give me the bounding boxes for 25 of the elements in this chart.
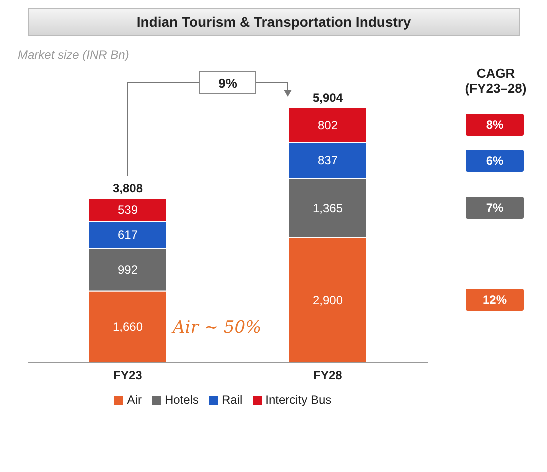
total-label: 5,904 <box>312 91 344 105</box>
data-label: 617 <box>118 228 138 242</box>
total-label: 3,808 <box>112 182 144 196</box>
text: 8% <box>466 114 524 136</box>
legend-label: Air <box>127 393 142 407</box>
legend-label: Hotels <box>164 393 199 407</box>
annotation: Air ~ 50% <box>171 318 262 338</box>
legend-label: Intercity Bus <box>266 393 332 407</box>
data-label: 837 <box>318 154 338 168</box>
data-label: 1,365 <box>312 201 344 216</box>
text: 7% <box>466 197 524 220</box>
text: 12% <box>466 289 524 312</box>
x-tick-label: FY23 <box>114 368 143 383</box>
text: 9% <box>218 76 238 91</box>
chart-subtitle: Market size (INR Bn) <box>18 48 130 62</box>
data-label: 1,660 <box>112 320 144 334</box>
text: CAGR (FY23–28) <box>464 66 528 96</box>
chart-title: Indian Tourism & Transportation Industry <box>28 8 520 36</box>
legend-label: Rail <box>222 393 243 407</box>
data-label: 802 <box>318 118 338 132</box>
data-label: 992 <box>118 262 138 277</box>
data-label: 2,900 <box>312 293 344 308</box>
data-label: 539 <box>118 203 138 218</box>
x-tick-label: FY28 <box>314 368 343 383</box>
text: 6% <box>466 150 524 172</box>
